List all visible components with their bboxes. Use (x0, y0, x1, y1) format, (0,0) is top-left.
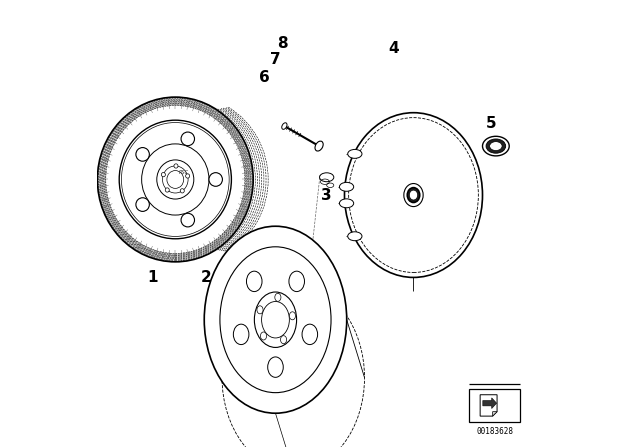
Ellipse shape (157, 160, 194, 199)
Ellipse shape (339, 182, 354, 191)
Polygon shape (493, 412, 497, 416)
Text: 2: 2 (201, 270, 212, 285)
Ellipse shape (180, 189, 184, 193)
Ellipse shape (186, 174, 189, 178)
Ellipse shape (289, 312, 296, 320)
Ellipse shape (97, 97, 253, 262)
Ellipse shape (315, 141, 323, 151)
Ellipse shape (257, 306, 263, 314)
Ellipse shape (407, 188, 420, 202)
Bar (469, 389, 520, 422)
Text: 8: 8 (277, 36, 287, 51)
Text: 1: 1 (148, 270, 158, 285)
Ellipse shape (280, 336, 287, 344)
Ellipse shape (246, 271, 262, 292)
Ellipse shape (204, 226, 347, 413)
Ellipse shape (268, 357, 284, 377)
Ellipse shape (136, 147, 149, 161)
Ellipse shape (344, 113, 483, 277)
Ellipse shape (141, 144, 209, 215)
Text: 7: 7 (270, 52, 281, 67)
Ellipse shape (260, 332, 267, 340)
Ellipse shape (174, 164, 178, 168)
Text: 5: 5 (486, 116, 497, 131)
Polygon shape (483, 398, 497, 409)
Ellipse shape (181, 132, 195, 146)
Ellipse shape (161, 172, 165, 177)
Ellipse shape (339, 199, 354, 208)
Ellipse shape (486, 139, 506, 153)
Ellipse shape (289, 271, 305, 292)
Text: 00183628: 00183628 (476, 426, 513, 435)
Ellipse shape (483, 136, 509, 156)
Ellipse shape (275, 293, 281, 302)
Ellipse shape (282, 123, 287, 129)
Ellipse shape (181, 213, 195, 227)
Ellipse shape (319, 173, 334, 182)
Text: 4: 4 (388, 41, 399, 56)
Text: 6: 6 (259, 69, 269, 85)
Ellipse shape (302, 324, 317, 345)
Text: 3: 3 (321, 188, 332, 202)
Ellipse shape (222, 284, 365, 448)
Ellipse shape (220, 247, 331, 392)
Ellipse shape (348, 150, 362, 158)
Text: RSC: RSC (179, 170, 188, 175)
Polygon shape (480, 395, 497, 416)
Ellipse shape (404, 184, 423, 207)
Ellipse shape (136, 198, 149, 211)
Ellipse shape (209, 172, 223, 186)
Ellipse shape (490, 142, 502, 151)
Ellipse shape (410, 190, 418, 200)
Ellipse shape (165, 188, 169, 192)
Ellipse shape (348, 232, 362, 241)
Ellipse shape (119, 120, 232, 239)
Ellipse shape (254, 292, 296, 348)
Ellipse shape (234, 324, 249, 345)
